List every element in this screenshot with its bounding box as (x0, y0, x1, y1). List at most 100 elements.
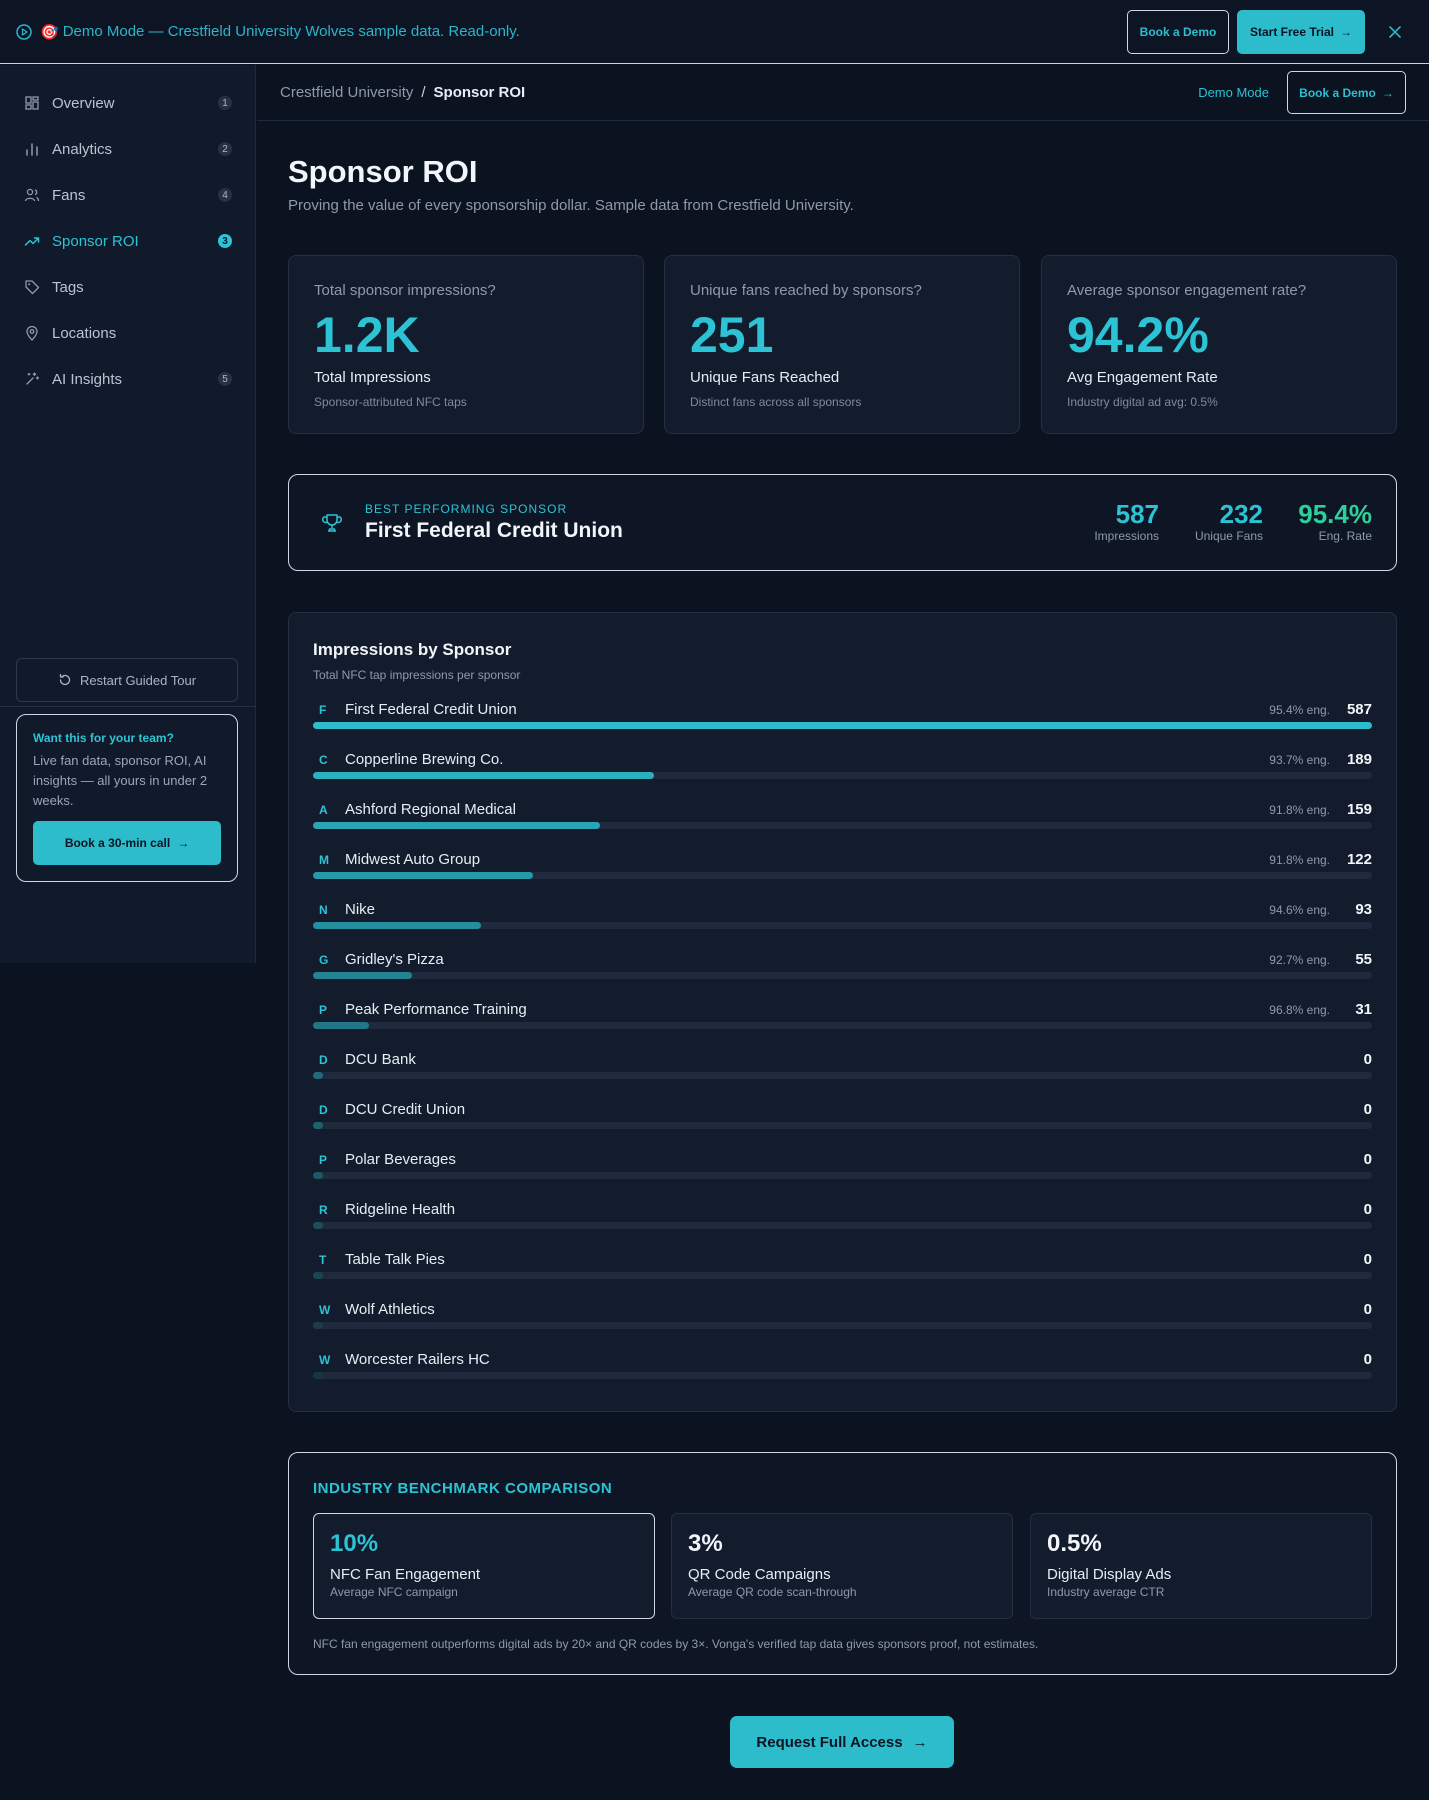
page-subtitle: Proving the value of every sponsorship d… (288, 197, 854, 214)
impression-bar-track (313, 972, 1372, 979)
restart-icon (59, 673, 71, 686)
sponsor-impressions: 93 (1355, 901, 1372, 918)
sidebar-item-label: Analytics (52, 140, 113, 158)
sponsor-impressions: 0 (1363, 1201, 1372, 1218)
sponsor-engagement: 92.7% eng. (1269, 953, 1330, 967)
sponsor-name: Polar Beverages (345, 1151, 456, 1168)
impression-bar-track (313, 1272, 1372, 1279)
impression-bar (313, 1372, 323, 1379)
impression-bar (313, 1072, 323, 1079)
sidebar-item-locations[interactable]: Locations (12, 315, 244, 351)
impression-bar (313, 1122, 323, 1129)
start-free-trial-button[interactable]: Start Free Trial → (1237, 9, 1365, 54)
kpi-label: Total Impressions (314, 369, 431, 386)
restart-tour-button[interactable]: Restart Guided Tour (16, 658, 238, 702)
kpi-card-engagement: Average sponsor engagement rate? 94.2% A… (1041, 255, 1397, 434)
breadcrumb-root[interactable]: Crestfield University (280, 84, 414, 101)
sponsor-impressions: 0 (1363, 1051, 1372, 1068)
sponsor-initial: P (319, 1003, 328, 1017)
impression-bar-track (313, 1072, 1372, 1079)
benchmark-title: INDUSTRY BENCHMARK COMPARISON (313, 1480, 613, 1497)
impression-bar-track (313, 772, 1372, 779)
sidebar-divider (0, 706, 256, 707)
sidebar-item-ai-insights[interactable]: AI Insights 5 (12, 361, 244, 397)
benchmark-nfc: 10% NFC Fan Engagement Average NFC campa… (313, 1513, 655, 1619)
sponsor-initial: F (319, 703, 327, 717)
kpi-value: 1.2K (314, 307, 420, 363)
sponsor-impressions: 0 (1363, 1151, 1372, 1168)
benchmark-label: Digital Display Ads (1047, 1566, 1172, 1583)
impression-bar (313, 1222, 323, 1229)
sponsor-name: Worcester Railers HC (345, 1351, 490, 1368)
sparkles-icon (26, 372, 40, 385)
best-fans-stat: 232 Unique Fans (1195, 499, 1263, 543)
sponsor-impressions: 189 (1346, 751, 1372, 768)
sidebar-item-label: AI Insights (52, 370, 123, 388)
sponsor-row: F First Federal Credit Union 95.4% eng. 587 (313, 699, 1372, 739)
play-circle-icon (16, 23, 32, 40)
best-rate-label: Eng. Rate (1318, 529, 1372, 543)
sidebar-item-label: Fans (52, 186, 86, 204)
trophy-icon (321, 514, 343, 532)
close-icon[interactable] (1385, 22, 1405, 42)
sponsor-name: Copperline Brewing Co. (345, 751, 504, 768)
demo-banner: 🎯 Demo Mode — Crestfield University Wolv… (0, 0, 1429, 64)
impression-bar-track (313, 1172, 1372, 1179)
benchmark-qr: 3% QR Code Campaigns Average QR code sca… (671, 1513, 1013, 1619)
benchmark-value: 10% (330, 1530, 379, 1557)
benchmark-label: QR Code Campaigns (688, 1566, 831, 1583)
grid-icon (25, 96, 39, 110)
sidebar: Overview 1 Analytics 2 Fans 4 Sponsor RO… (0, 65, 256, 963)
topbar-book-demo-button[interactable]: Book a Demo → (1287, 71, 1406, 114)
best-sponsor-card: BEST PERFORMING SPONSOR First Federal Cr… (288, 474, 1397, 571)
sponsor-name: Nike (345, 901, 376, 918)
kpi-question: Average sponsor engagement rate? (1067, 282, 1307, 299)
impression-bar-track (313, 1322, 1372, 1329)
sponsor-row: W Wolf Athletics 0 (313, 1299, 1372, 1339)
kpi-card-impressions: Total sponsor impressions? 1.2K Total Im… (288, 255, 644, 434)
sidebar-item-label: Locations (52, 324, 117, 342)
sidebar-item-badge: 4 (218, 188, 232, 202)
best-fans-label: Unique Fans (1194, 529, 1263, 543)
benchmark-display-ads: 0.5% Digital Display Ads Industry averag… (1030, 1513, 1372, 1619)
benchmark-value: 3% (688, 1530, 723, 1557)
best-sponsor-kicker: BEST PERFORMING SPONSOR (365, 502, 568, 516)
benchmark-note: NFC fan engagement outperforms digital a… (313, 1637, 1039, 1651)
request-full-access-label: Request Full Access (756, 1733, 903, 1751)
restart-tour-label: Restart Guided Tour (79, 672, 197, 688)
sidebar-item-badge: 2 (218, 142, 232, 156)
best-rate-stat: 95.4% Eng. Rate (1298, 499, 1372, 543)
demo-mode-link[interactable]: Demo Mode (1198, 85, 1269, 100)
banner-book-demo-button[interactable]: Book a Demo (1127, 9, 1229, 54)
sidebar-item-tags[interactable]: Tags (12, 269, 244, 305)
sidebar-item-sponsor-roi[interactable]: Sponsor ROI 3 (12, 223, 244, 259)
best-impressions-stat: 587 Impressions (1094, 499, 1159, 543)
sponsor-engagement: 91.8% eng. (1269, 803, 1330, 817)
sponsor-row: R Ridgeline Health 0 (313, 1199, 1372, 1239)
map-pin-icon (26, 325, 38, 341)
best-rate-value: 95.4% (1298, 499, 1372, 529)
benchmark-sub: Average QR code scan-through (688, 1585, 857, 1599)
impression-bar (313, 1272, 323, 1279)
sponsor-impressions: 587 (1346, 701, 1372, 718)
arrow-right-icon: → (912, 1733, 928, 1751)
sidebar-item-overview[interactable]: Overview 1 (12, 85, 244, 121)
kpi-value: 251 (690, 307, 774, 363)
kpi-label: Unique Fans Reached (690, 369, 840, 386)
sponsor-impressions: 0 (1363, 1301, 1372, 1318)
sponsor-impressions: 159 (1346, 801, 1372, 818)
start-free-trial-label: Start Free Trial (1249, 24, 1335, 39)
sidebar-item-analytics[interactable]: Analytics 2 (12, 131, 244, 167)
benchmark-sub: Average NFC campaign (330, 1585, 458, 1599)
arrow-right-icon: → (1340, 24, 1353, 39)
kpi-value: 94.2% (1067, 307, 1209, 363)
request-full-access-button[interactable]: Request Full Access → (730, 1716, 954, 1768)
sidebar-item-fans[interactable]: Fans 4 (12, 177, 244, 213)
book-call-button[interactable]: Book a 30-min call → (33, 821, 221, 865)
sponsor-engagement: 93.7% eng. (1269, 753, 1330, 767)
impressions-title: Impressions by Sponsor (313, 640, 512, 659)
book-demo-label: Book a Demo (1299, 85, 1376, 100)
demo-banner-text: Demo Mode — Crestfield University Wolves… (62, 23, 520, 40)
sidebar-item-label: Sponsor ROI (52, 232, 139, 250)
benchmark-value: 0.5% (1047, 1530, 1102, 1557)
